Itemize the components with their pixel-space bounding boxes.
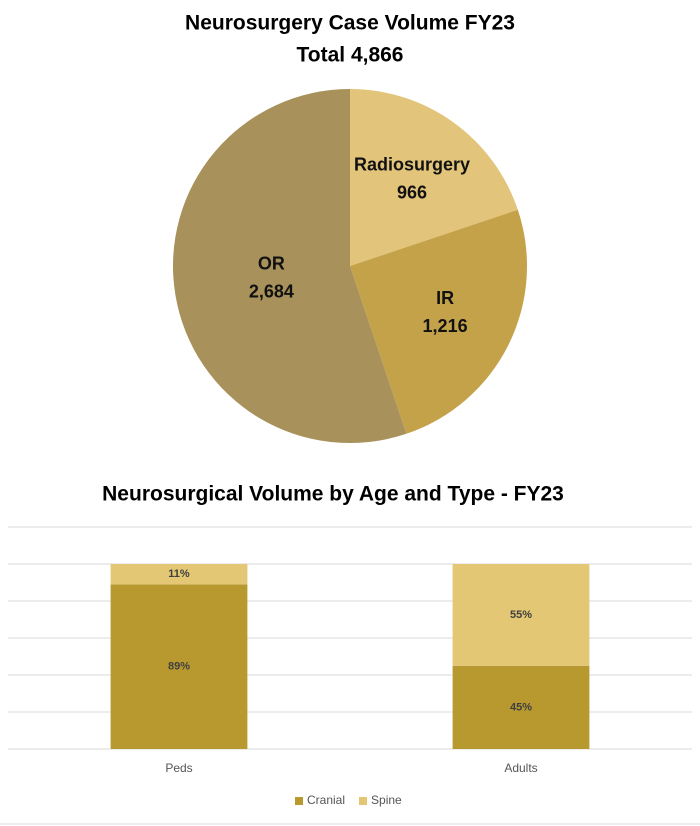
legend-swatch bbox=[295, 797, 303, 805]
bar-segment bbox=[452, 665, 590, 749]
legend-swatch bbox=[359, 797, 368, 805]
pie-title: Neurosurgery Case Volume FY23 bbox=[185, 12, 515, 35]
slice-value: 966 bbox=[397, 183, 427, 203]
bar-segment bbox=[110, 564, 248, 585]
pie-slice bbox=[173, 89, 407, 443]
slice-label: Radiosurgery bbox=[354, 155, 470, 175]
bar-segment bbox=[452, 564, 590, 666]
x-tick-label: Adults bbox=[504, 761, 537, 775]
bar-title: Neurosurgical Volume by Age and Type - F… bbox=[102, 483, 564, 506]
slice-value: 2,684 bbox=[249, 282, 294, 302]
pie-subtitle: Total 4,866 bbox=[297, 44, 404, 67]
slice-label: IR bbox=[436, 288, 454, 308]
value-label: 55% bbox=[510, 609, 532, 621]
value-label: 45% bbox=[510, 701, 532, 713]
pie-slice bbox=[350, 209, 527, 434]
pie-slice bbox=[350, 89, 518, 266]
legend-label: Spine bbox=[371, 793, 402, 807]
legend-label: Cranial bbox=[307, 793, 345, 807]
value-label: 89% bbox=[168, 661, 190, 673]
slice-value: 1,216 bbox=[423, 316, 468, 336]
bar-segment bbox=[110, 584, 248, 749]
slice-label: OR bbox=[258, 254, 285, 274]
value-label: 11% bbox=[168, 568, 190, 580]
x-tick-label: Peds bbox=[165, 761, 192, 775]
